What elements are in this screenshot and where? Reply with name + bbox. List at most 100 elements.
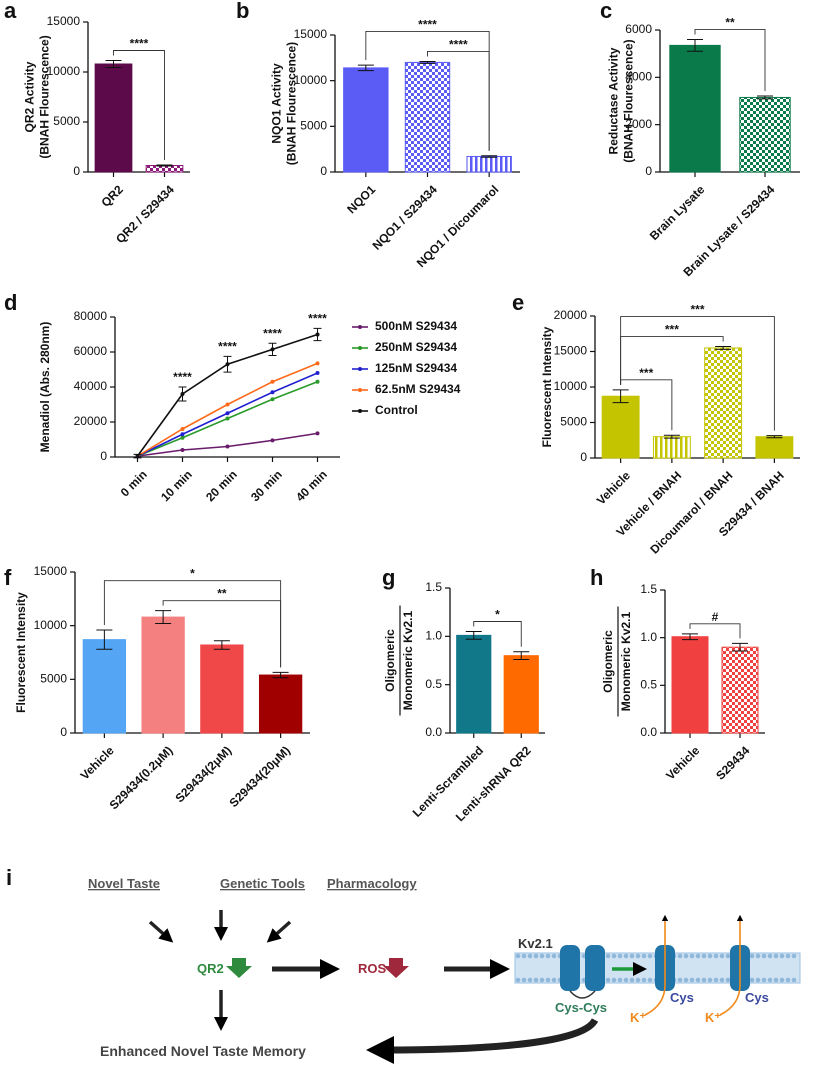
return-arrow — [366, 1018, 599, 1064]
lipid — [725, 953, 731, 959]
x-tick-label: S29434 — [713, 743, 752, 782]
bar — [739, 96, 791, 173]
bar — [503, 655, 539, 734]
significance-label: * — [190, 567, 195, 581]
y-axis-label: (BNAH Flourescence) — [285, 42, 299, 165]
lipid — [545, 977, 551, 983]
legend-label: 125nM S29434 — [375, 361, 457, 375]
bar — [721, 646, 759, 734]
legend-label: Control — [375, 403, 418, 417]
error-bar — [663, 434, 680, 439]
lipid — [755, 977, 761, 983]
lipid — [773, 953, 779, 959]
lipid — [521, 977, 527, 983]
error-bar — [313, 327, 322, 342]
lipid — [689, 977, 695, 983]
y-tick-label: 10000 — [294, 73, 328, 87]
significance-label: *** — [639, 366, 653, 380]
lipid — [551, 953, 557, 959]
y-tick-label: 1.5 — [425, 580, 442, 594]
lipid — [641, 953, 647, 959]
significance-label: **** — [263, 326, 282, 340]
lipid — [707, 953, 713, 959]
error-bar — [105, 60, 122, 68]
panel-label: h — [590, 565, 603, 590]
outcome-label: Enhanced Novel Taste Memory — [100, 1043, 306, 1059]
lipid — [689, 953, 695, 959]
y-tick-label: 0 — [100, 449, 107, 463]
y-tick-label: 0.0 — [425, 725, 442, 739]
marker — [315, 361, 320, 366]
lipid — [791, 977, 797, 983]
legend-marker — [358, 346, 362, 350]
down-arrow — [226, 958, 252, 978]
lipid — [761, 977, 767, 983]
x-tick-label: 40 min — [293, 467, 330, 504]
y-tick-label: 60000 — [74, 344, 108, 358]
error-bar — [419, 60, 436, 64]
lipid — [611, 977, 617, 983]
y-axis-label: (BNAH Flourescence) — [38, 35, 52, 158]
panel-label: e — [512, 290, 524, 315]
lipid — [515, 953, 521, 959]
marker — [270, 397, 275, 402]
significance-label: ** — [725, 15, 735, 29]
x-tick-label: 20 min — [203, 467, 240, 504]
significance-label: **** — [308, 311, 327, 325]
y-tick-label: 0 — [60, 725, 67, 739]
lipid — [773, 977, 779, 983]
lipid — [785, 953, 791, 959]
y-tick-label: 15000 — [554, 344, 588, 358]
panel-label: c — [600, 0, 612, 23]
y-tick-label: 1.0 — [640, 630, 657, 644]
legend-label: 500nM S29434 — [375, 319, 457, 333]
legend-marker — [358, 367, 362, 371]
lipid — [695, 953, 701, 959]
y-tick-label: 6000 — [625, 22, 652, 36]
marker — [225, 444, 230, 449]
ros-label: ROS — [358, 961, 387, 976]
potassium-label: K⁺ — [705, 1010, 721, 1025]
bar — [704, 347, 743, 459]
lipid — [527, 977, 533, 983]
legend-label: 250nM S29434 — [375, 340, 457, 354]
cys-label: Cys — [745, 990, 769, 1005]
lipid — [779, 977, 785, 983]
y-tick-label: 20000 — [74, 414, 108, 428]
x-tick-label: NQO1 / S29434 — [370, 182, 441, 253]
marker — [225, 411, 230, 416]
marker — [180, 435, 185, 440]
cys-label: Cys — [670, 990, 694, 1005]
lipid — [683, 953, 689, 959]
lipid — [677, 977, 683, 983]
lipid — [605, 977, 611, 983]
lipid — [551, 977, 557, 983]
lipid — [761, 953, 767, 959]
y-axis-label: Oligomeric — [383, 629, 397, 692]
lipid — [521, 953, 527, 959]
significance-label: **** — [449, 37, 468, 51]
y-tick-label: 2000 — [625, 117, 652, 131]
lipid — [539, 953, 545, 959]
significance-label: ** — [217, 587, 227, 601]
y-tick-label: 5000 — [53, 114, 80, 128]
down-arrow — [383, 958, 409, 978]
y-tick-label: 15000 — [34, 564, 68, 578]
y-axis-label: Fluorescent Intensity — [14, 592, 28, 713]
lipid — [635, 977, 641, 983]
marker — [180, 448, 185, 452]
lipid — [641, 977, 647, 983]
marker — [270, 379, 275, 384]
panel-label: g — [382, 565, 395, 590]
y-tick-label: 5000 — [300, 119, 327, 133]
lipid — [515, 977, 521, 983]
marker — [225, 416, 230, 421]
panel-label: b — [236, 0, 249, 23]
lipid — [617, 953, 623, 959]
lipid — [725, 977, 731, 983]
disulfide — [569, 990, 596, 999]
bar — [258, 674, 303, 734]
y-tick-label: 20000 — [554, 308, 588, 322]
significance-label: *** — [690, 303, 704, 317]
error-bar — [682, 633, 698, 641]
